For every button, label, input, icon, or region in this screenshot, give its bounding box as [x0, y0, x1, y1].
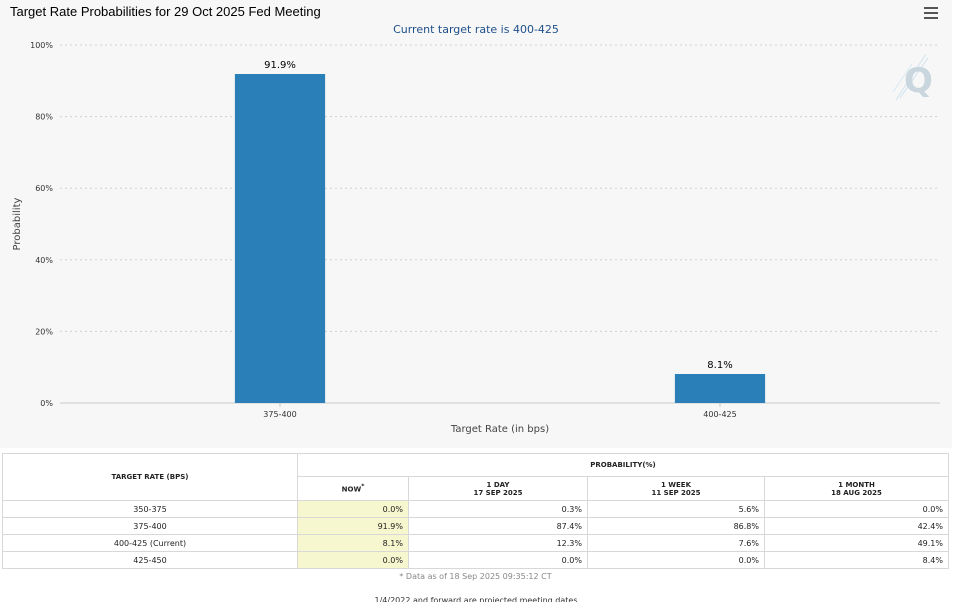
chart-subtitle: Current target rate is 400-425: [393, 23, 559, 36]
footnote-row: * Data as of 18 Sep 2025 09:35:12 CT: [3, 569, 949, 585]
one-week-value: 5.6%: [587, 500, 765, 518]
data-timestamp-footnote: * Data as of 18 Sep 2025 09:35:12 CT: [399, 572, 552, 581]
q-logo-letter: Q: [904, 61, 933, 101]
now-value: 91.9%: [297, 517, 409, 535]
rate-cell: 400-425 (Current): [2, 534, 298, 552]
one-day-value: 0.3%: [408, 500, 588, 518]
y-tick-label: 0%: [40, 399, 53, 408]
probability-table: TARGET RATE (BPS) PROBABILITY(%) NOW* 1 …: [2, 453, 949, 584]
one-month-column-header: 1 MONTH 18 AUG 2025: [764, 476, 949, 501]
probability-header: PROBABILITY(%): [297, 453, 949, 477]
one-month-value: 49.1%: [764, 534, 949, 552]
one-day-value: 0.0%: [408, 551, 588, 569]
table-row: 375-400 91.9% 87.4% 86.8% 42.4%: [2, 517, 949, 535]
bar: [674, 374, 766, 403]
y-tick-label: 80%: [35, 113, 53, 122]
one-month-value: 42.4%: [764, 517, 949, 535]
one-month-value: 0.0%: [764, 500, 949, 518]
rate-cell: 350-375: [2, 500, 298, 518]
y-tick-label: 100%: [30, 41, 53, 50]
one-day-value: 12.3%: [408, 534, 588, 552]
one-week-value: 0.0%: [587, 551, 765, 569]
one-day-column-header: 1 DAY 17 SEP 2025: [408, 476, 588, 501]
chart-title: Target Rate Probabilities for 29 Oct 202…: [10, 4, 321, 19]
rate-cell: 425-450: [2, 551, 298, 569]
now-column-header: NOW*: [297, 476, 409, 501]
q-logo-icon: Q: [890, 52, 938, 102]
one-month-value: 8.4%: [764, 551, 949, 569]
bar-data-label: 8.1%: [707, 360, 732, 371]
now-value: 0.0%: [297, 500, 409, 518]
rate-column-header: TARGET RATE (BPS): [2, 453, 298, 501]
one-week-column-header: 1 WEEK 11 SEP 2025: [587, 476, 765, 501]
hamburger-menu-icon[interactable]: [921, 4, 941, 24]
x-tick-label: 400-425: [703, 410, 736, 419]
rate-cell: 375-400: [2, 517, 298, 535]
y-tick-label: 20%: [35, 327, 53, 336]
one-day-value: 87.4%: [408, 517, 588, 535]
bar-data-label: 91.9%: [264, 60, 296, 71]
table-row: 350-375 0.0% 0.3% 5.6% 0.0%: [2, 500, 949, 518]
one-week-value: 86.8%: [587, 517, 765, 535]
y-tick-label: 40%: [35, 256, 53, 265]
bar-chart: 0% 20% 40% 60% 80% 100% 91.9% 375-400 8.1% 400-42…: [12, 41, 940, 435]
y-tick-label: 60%: [35, 184, 53, 193]
bar: [234, 73, 326, 404]
one-week-value: 7.6%: [587, 534, 765, 552]
table-row: 425-450 0.0% 0.0% 0.0% 8.4%: [2, 551, 949, 569]
x-tick-label: 375-400: [263, 410, 296, 419]
now-value: 0.0%: [297, 551, 409, 569]
y-axis-title: Probability: [12, 197, 23, 250]
bottom-note: 1/4/2022 and forward are projected meeti…: [374, 596, 578, 602]
chart-area: 0% 20% 40% 60% 80% 100% 91.9% 375-400 8.1% 400-42…: [10, 4, 941, 435]
now-value: 8.1%: [297, 534, 409, 552]
table-row: 400-425 (Current) 8.1% 12.3% 7.6% 49.1%: [2, 534, 949, 552]
x-axis-title: Target Rate (in bps): [450, 424, 549, 435]
